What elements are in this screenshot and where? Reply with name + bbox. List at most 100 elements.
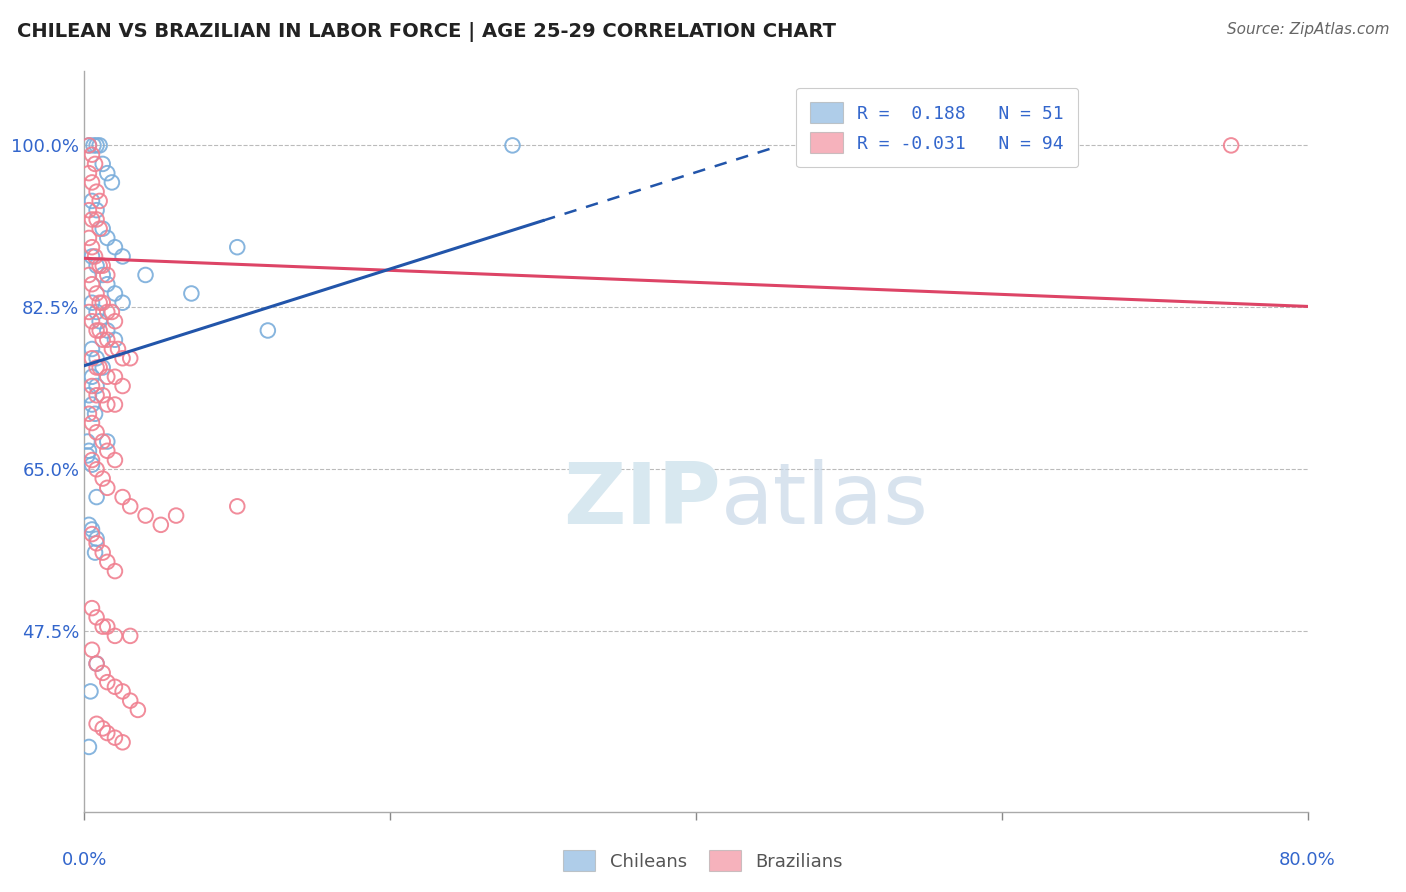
Point (86, 351, 108, 366)
Point (96, 555, 118, 569)
Point (104, 731, 127, 745)
Point (77, 517, 100, 532)
Point (111, 684, 134, 698)
Point (104, 314, 127, 328)
Point (80, 314, 103, 328)
Point (86, 610, 108, 624)
Point (76, 434, 98, 449)
Point (80, 453, 103, 467)
Point (86, 259, 108, 273)
Point (86, 305, 108, 319)
Point (257, 323, 280, 337)
Point (77, 407, 100, 421)
Point (104, 680, 127, 694)
Point (86, 286, 108, 301)
Point (84, 250, 107, 264)
Text: ZIP: ZIP (562, 459, 720, 542)
Text: 0.0%: 0.0% (62, 851, 107, 869)
Point (111, 250, 134, 264)
Point (86, 379, 108, 393)
Point (91, 722, 114, 736)
Point (84, 407, 107, 421)
Point (91, 157, 114, 171)
Point (86, 532, 108, 546)
Point (80, 342, 103, 356)
Point (91, 665, 114, 680)
Point (96, 398, 118, 412)
Point (120, 694, 142, 708)
Point (96, 726, 118, 740)
Legend: R =  0.188   N = 51, R = -0.031   N = 94: R = 0.188 N = 51, R = -0.031 N = 94 (796, 87, 1078, 168)
Point (86, 462, 108, 476)
Point (96, 675, 118, 690)
Point (180, 286, 202, 301)
Point (91, 545, 114, 560)
Point (86, 716, 108, 731)
Point (96, 443, 118, 458)
Point (77, 305, 100, 319)
Point (111, 379, 134, 393)
Point (104, 240, 127, 254)
Point (77, 203, 100, 218)
Point (226, 500, 249, 514)
Legend: Chileans, Brazilians: Chileans, Brazilians (555, 843, 851, 879)
Point (120, 500, 142, 514)
Point (96, 268, 118, 282)
Point (96, 481, 118, 495)
Point (80, 527, 103, 541)
Point (104, 398, 127, 412)
Point (91, 268, 114, 282)
Point (86, 425, 108, 440)
Point (80, 642, 103, 657)
Point (86, 138, 108, 153)
Text: atlas: atlas (720, 459, 928, 542)
Point (84, 545, 107, 560)
Point (77, 138, 100, 153)
Point (96, 333, 118, 347)
Point (80, 295, 103, 310)
Point (89, 295, 111, 310)
Point (80, 398, 103, 412)
Point (96, 166, 118, 180)
Point (120, 351, 142, 366)
Point (80, 601, 103, 615)
Point (104, 369, 127, 384)
Point (96, 434, 118, 449)
Point (120, 629, 142, 643)
Point (86, 212, 108, 227)
Point (101, 342, 124, 356)
Point (96, 277, 118, 292)
Point (80, 369, 103, 384)
Text: Source: ZipAtlas.com: Source: ZipAtlas.com (1226, 22, 1389, 37)
Point (127, 703, 149, 717)
Point (77, 268, 100, 282)
Point (89, 360, 111, 375)
Point (165, 508, 187, 523)
Point (89, 259, 111, 273)
Point (80, 277, 103, 292)
Text: 80.0%: 80.0% (1279, 851, 1336, 869)
Point (104, 286, 127, 301)
Point (86, 657, 108, 671)
Point (80, 175, 103, 190)
Point (104, 629, 127, 643)
Point (226, 240, 249, 254)
Point (86, 536, 108, 550)
Point (96, 620, 118, 634)
Point (135, 268, 157, 282)
Point (80, 194, 103, 208)
Point (89, 221, 111, 235)
Point (77, 166, 100, 180)
Point (91, 472, 114, 486)
Point (104, 453, 127, 467)
Point (77, 388, 100, 402)
Point (80, 379, 103, 393)
Text: CHILEAN VS BRAZILIAN IN LABOR FORCE | AGE 25-29 CORRELATION CHART: CHILEAN VS BRAZILIAN IN LABOR FORCE | AG… (17, 22, 837, 42)
Point (77, 231, 100, 245)
Point (101, 175, 124, 190)
Point (111, 351, 134, 366)
Point (101, 305, 124, 319)
Point (80, 250, 103, 264)
Point (91, 221, 114, 235)
Point (96, 231, 118, 245)
